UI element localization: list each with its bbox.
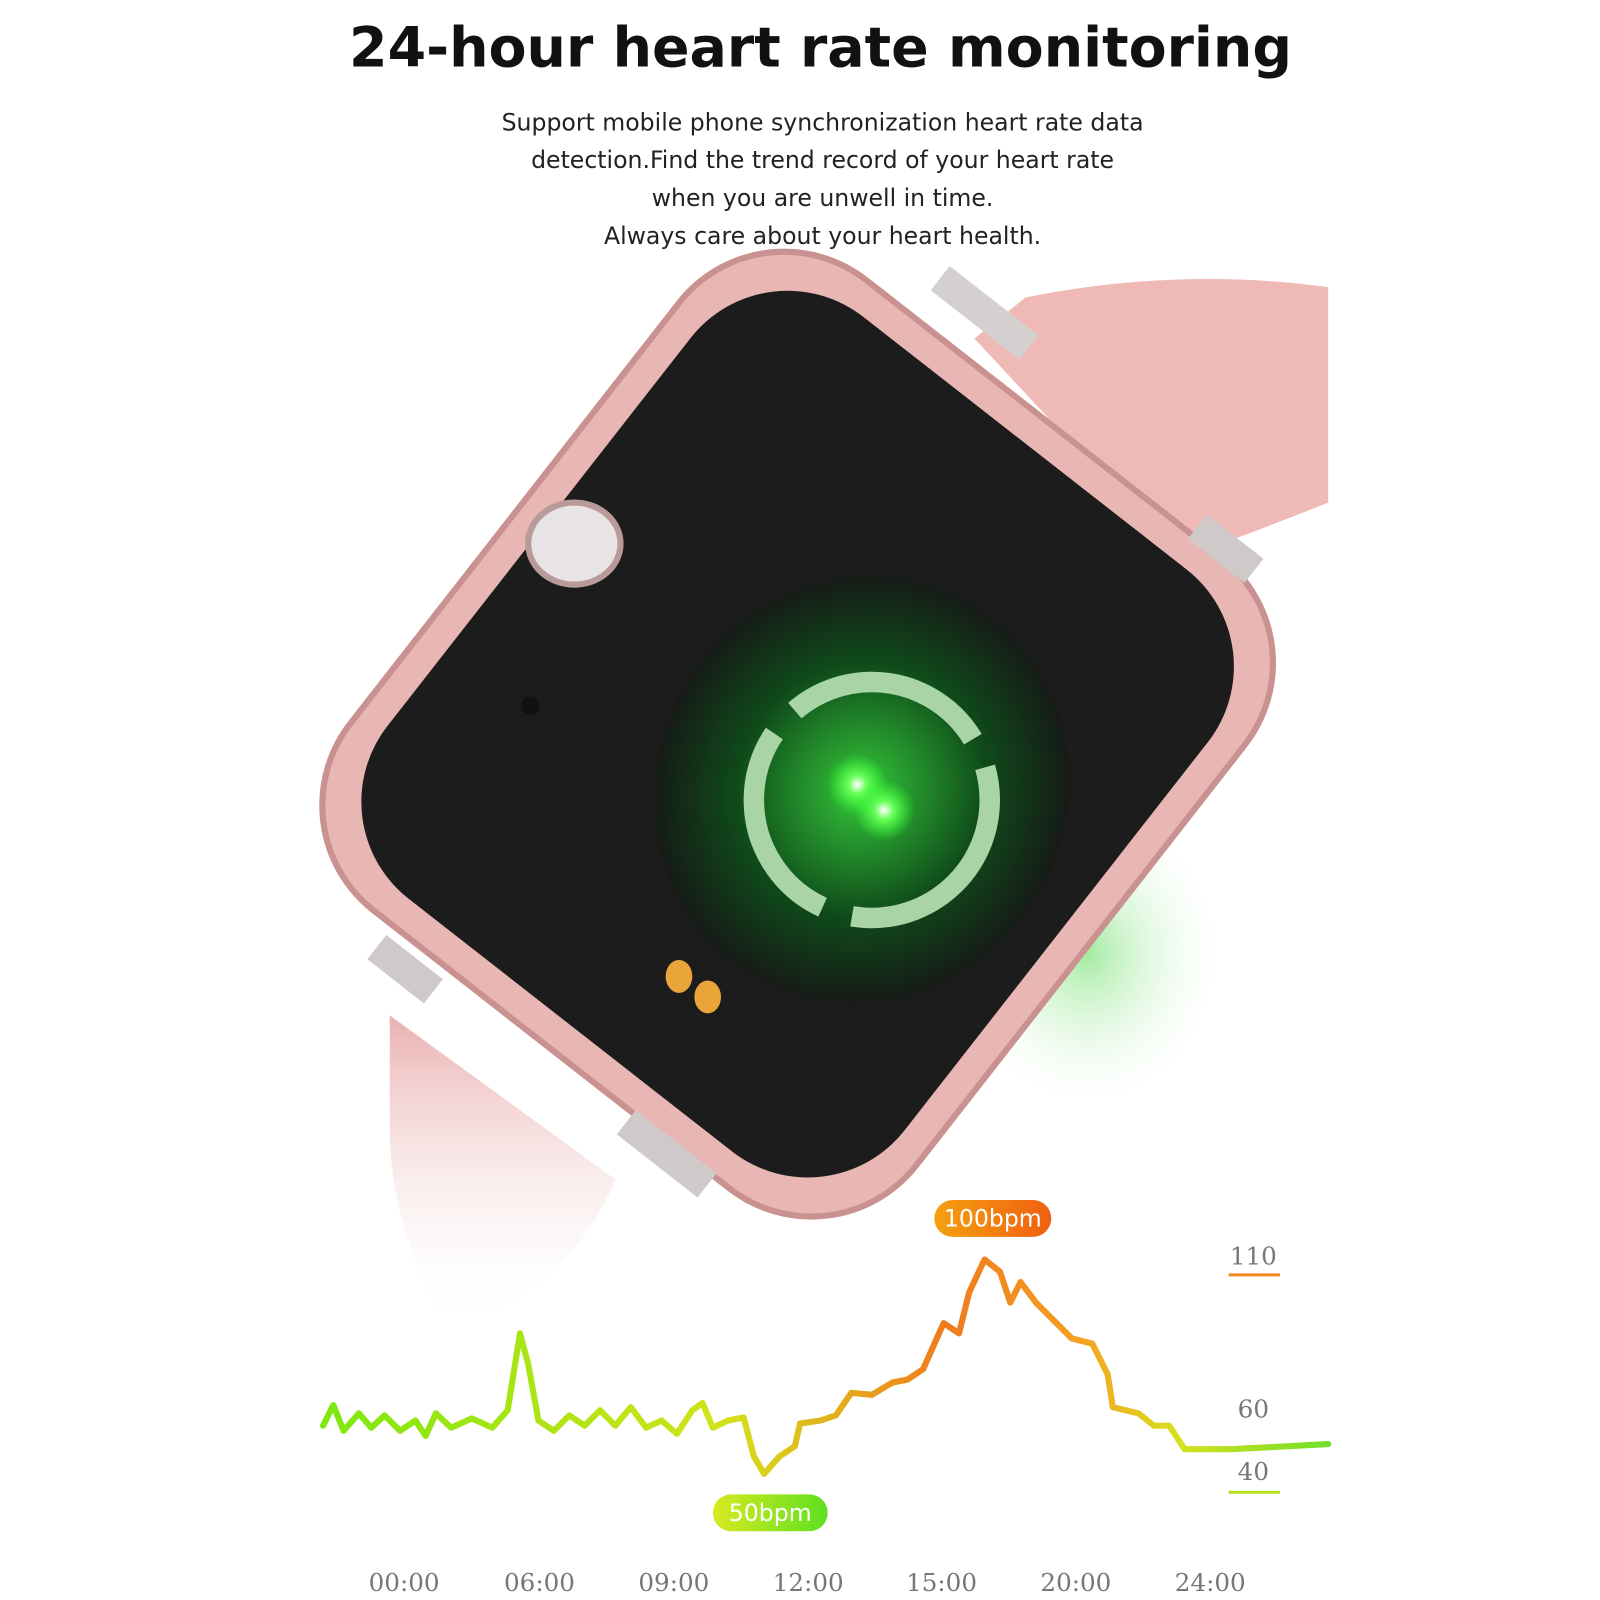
time-label: 15:00 [906, 1568, 977, 1597]
time-label: 06:00 [504, 1568, 575, 1597]
description-line: Always care about your heart health. [604, 222, 1041, 250]
time-label: 20:00 [1040, 1568, 1111, 1597]
heart-rate-curve [319, 1256, 1332, 1477]
description-line: detection.Find the trend record of your … [531, 146, 1114, 174]
time-label: 12:00 [773, 1568, 844, 1597]
time-label: 24:00 [1175, 1568, 1246, 1597]
scale-label: 60 [1238, 1394, 1269, 1423]
description-line: when you are unwell in time. [652, 184, 994, 212]
time-label: 00:00 [369, 1568, 440, 1597]
scale-label: 40 [1238, 1457, 1269, 1486]
time-axis: 00:00 06:00 09:00 12:00 15:00 20:00 24:0… [369, 1568, 1246, 1597]
description-line: Support mobile phone synchronization hea… [502, 108, 1144, 136]
description: Support mobile phone synchronization hea… [502, 108, 1144, 250]
low-label: 50bpm [729, 1499, 812, 1527]
peak-pill [934, 1200, 1052, 1237]
scale-label: 110 [1230, 1242, 1277, 1271]
watch [319, 248, 1329, 1334]
title: 24-hour heart rate monitoring [349, 17, 1292, 81]
time-label: 09:00 [638, 1568, 709, 1597]
peak-label: 100bpm [944, 1205, 1042, 1233]
low-pill [712, 1494, 828, 1532]
